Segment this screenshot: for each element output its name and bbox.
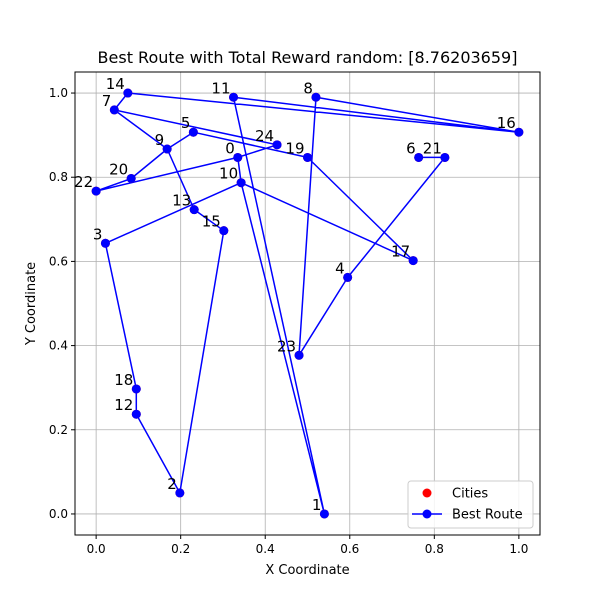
route-point <box>189 205 199 215</box>
route-point <box>319 509 329 519</box>
city-label: 19 <box>285 139 304 157</box>
city-label: 1 <box>312 496 322 514</box>
x-tick-label: 0.8 <box>425 542 444 556</box>
city-label: 6 <box>406 139 416 157</box>
route-point <box>233 152 243 162</box>
legend-route-label: Best Route <box>452 508 523 523</box>
city-label: 10 <box>219 165 238 183</box>
x-axis-label: X Coordinate <box>265 563 349 578</box>
x-tick-label: 0.0 <box>87 542 106 556</box>
route-point <box>311 92 321 102</box>
route-point <box>100 238 110 248</box>
route-point <box>236 178 246 188</box>
y-tick-label: 0.6 <box>49 254 68 268</box>
city-label: 16 <box>497 114 516 132</box>
route-point <box>123 88 133 98</box>
city-label: 11 <box>211 79 230 97</box>
city-label: 18 <box>114 371 133 389</box>
plot-frame <box>74 71 541 536</box>
x-tick-label: 1.0 <box>509 542 528 556</box>
route-point <box>219 226 229 236</box>
city-label: 24 <box>255 127 274 145</box>
city-points <box>91 88 524 519</box>
y-tick-label: 1.0 <box>49 86 68 100</box>
city-label: 17 <box>391 243 410 261</box>
route-point <box>109 105 119 115</box>
route-point <box>229 92 239 102</box>
city-label: 12 <box>114 396 133 414</box>
route-point <box>408 256 418 266</box>
route-point <box>343 272 353 282</box>
legend-cities-marker <box>422 488 432 498</box>
route-point <box>414 152 424 162</box>
y-tick-label: 0.2 <box>49 423 68 437</box>
legend: Cities Best Route <box>407 480 534 529</box>
y-tick-label: 0.8 <box>49 170 68 184</box>
city-label: 4 <box>335 259 345 277</box>
y-tick-label: 0.0 <box>49 507 68 521</box>
route-point <box>131 409 141 419</box>
city-label: 21 <box>423 139 442 157</box>
city-label: 0 <box>225 139 235 157</box>
city-label: 22 <box>74 173 93 191</box>
city-label: 5 <box>181 114 191 132</box>
legend-cities-label: Cities <box>452 487 488 502</box>
city-label: 3 <box>93 225 103 243</box>
route-point <box>514 127 524 137</box>
route-point <box>126 173 136 183</box>
city-label: 9 <box>155 131 165 149</box>
legend-box <box>407 480 534 529</box>
route-point <box>294 350 304 360</box>
x-tick-label: 0.4 <box>256 542 275 556</box>
city-label: 13 <box>172 192 191 210</box>
axis-ticks: 0.0 0.2 0.4 0.6 0.8 1.0 0.0 0.2 0.4 0.6 0.8 1.0 <box>49 86 529 556</box>
route-point <box>272 140 282 150</box>
route-point <box>175 488 185 498</box>
route-point <box>162 144 172 154</box>
route-point <box>188 127 198 137</box>
city-label: 23 <box>277 337 296 355</box>
chart-title: Best Route with Total Reward random: [8.… <box>98 48 518 67</box>
route-point <box>91 186 101 196</box>
route-point <box>131 384 141 394</box>
route-point <box>440 152 450 162</box>
city-label: 14 <box>106 75 125 93</box>
city-label: 7 <box>102 92 112 110</box>
city-label: 15 <box>202 213 221 231</box>
legend-route-marker <box>422 509 432 519</box>
y-tick-label: 0.4 <box>49 339 68 353</box>
city-label: 20 <box>109 160 128 178</box>
city-label: 2 <box>167 475 177 493</box>
y-axis-label: Y Coordinate <box>24 262 39 346</box>
x-tick-label: 0.2 <box>171 542 190 556</box>
x-tick-label: 0.6 <box>340 542 359 556</box>
city-label: 8 <box>303 79 313 97</box>
route-point <box>303 152 312 162</box>
